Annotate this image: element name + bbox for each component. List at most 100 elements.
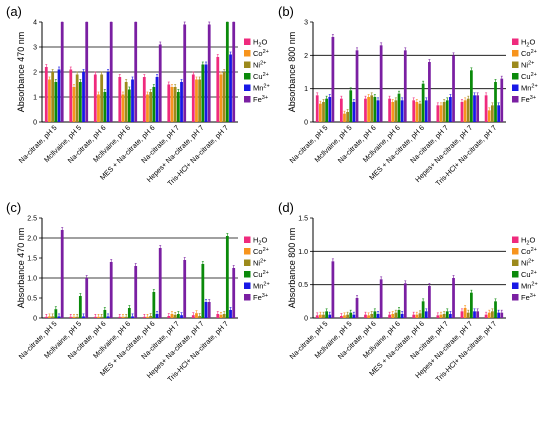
legend-label: Ni2+ — [253, 61, 266, 70]
bar — [69, 69, 73, 122]
bar — [121, 94, 125, 122]
bar — [216, 314, 220, 318]
bar — [445, 100, 449, 122]
y-tick-label: 3 — [304, 20, 308, 27]
bar — [370, 314, 374, 318]
bar — [180, 315, 183, 318]
legend-label: Ni2+ — [521, 259, 534, 268]
legend-swatch — [244, 84, 251, 91]
legend-swatch — [512, 259, 519, 266]
bar — [346, 112, 349, 122]
legend-swatch — [244, 38, 251, 45]
bar — [54, 309, 58, 318]
bar — [379, 279, 383, 318]
bar — [328, 314, 332, 318]
y-tick-label: 1 — [304, 86, 308, 93]
bar — [229, 54, 232, 122]
legend-label: Fe3+ — [253, 95, 268, 104]
bar — [121, 316, 125, 318]
bar — [484, 95, 488, 122]
bar — [460, 311, 464, 318]
bar — [97, 94, 100, 122]
bar — [191, 74, 195, 122]
legend-swatch — [512, 236, 519, 243]
bar — [100, 74, 104, 122]
legend-label: Fe3+ — [521, 293, 536, 302]
legend-label: Co2+ — [521, 247, 537, 256]
bar — [331, 261, 335, 318]
bar — [470, 70, 473, 122]
bar — [201, 264, 205, 318]
bar — [60, 230, 64, 318]
bar — [339, 316, 343, 318]
legend-label: Co2+ — [521, 49, 537, 58]
bar — [349, 312, 353, 318]
bar — [318, 314, 322, 318]
bar — [318, 103, 322, 122]
y-tick-label: 2 — [304, 53, 308, 60]
bar — [415, 102, 419, 122]
panel-label: (d) — [278, 200, 294, 215]
bar — [403, 50, 407, 123]
bar — [51, 72, 55, 122]
bar — [109, 262, 113, 318]
bar — [103, 310, 107, 318]
bar — [57, 69, 61, 122]
legend-label: Mn2+ — [521, 84, 538, 93]
bar — [225, 22, 229, 122]
bar — [198, 316, 202, 318]
bar — [183, 260, 187, 318]
bar — [72, 87, 76, 122]
bar — [373, 311, 377, 318]
y-tick-label: 1.0 — [27, 276, 37, 283]
legend-label: Co2+ — [253, 49, 269, 58]
bar — [497, 105, 501, 122]
bar — [93, 74, 97, 122]
bar — [322, 102, 325, 122]
bar — [421, 83, 425, 122]
legend-swatch — [244, 61, 251, 68]
bar — [131, 316, 134, 318]
bar — [201, 64, 205, 122]
bar — [403, 283, 407, 318]
bar — [167, 84, 171, 122]
bar — [325, 311, 328, 318]
bar — [428, 286, 431, 318]
bar — [167, 316, 171, 318]
bar — [428, 62, 431, 122]
bar — [173, 87, 177, 122]
panel-label: (b) — [278, 4, 294, 19]
bar — [442, 102, 446, 122]
bar — [183, 24, 187, 122]
bar — [445, 311, 449, 318]
bar — [439, 314, 443, 318]
legend-swatch — [512, 271, 519, 278]
bar — [149, 316, 153, 318]
bar — [466, 312, 470, 318]
y-tick-label: 0 — [33, 316, 37, 323]
bar — [109, 22, 113, 122]
bar — [436, 315, 440, 318]
bar — [124, 82, 128, 122]
y-tick-label: 3 — [33, 45, 37, 52]
bar — [463, 100, 467, 122]
legend-label: Fe3+ — [253, 293, 268, 302]
bar — [376, 100, 380, 122]
bar — [379, 45, 383, 123]
y-tick-label: 0 — [304, 316, 308, 323]
legend-swatch — [512, 248, 519, 255]
bar — [207, 302, 211, 318]
bar — [82, 72, 85, 122]
bar — [391, 102, 395, 122]
legend-label: Cu2+ — [521, 270, 537, 279]
legend-label: Cu2+ — [253, 270, 269, 279]
bar — [491, 311, 494, 318]
bar — [473, 95, 476, 122]
bar — [103, 92, 107, 122]
bar — [343, 113, 346, 122]
bar — [152, 87, 156, 122]
bar — [219, 314, 223, 318]
chart-panel: (c)Absorbance 470 nm00.51.01.52.02.5Na-c… — [6, 200, 270, 384]
